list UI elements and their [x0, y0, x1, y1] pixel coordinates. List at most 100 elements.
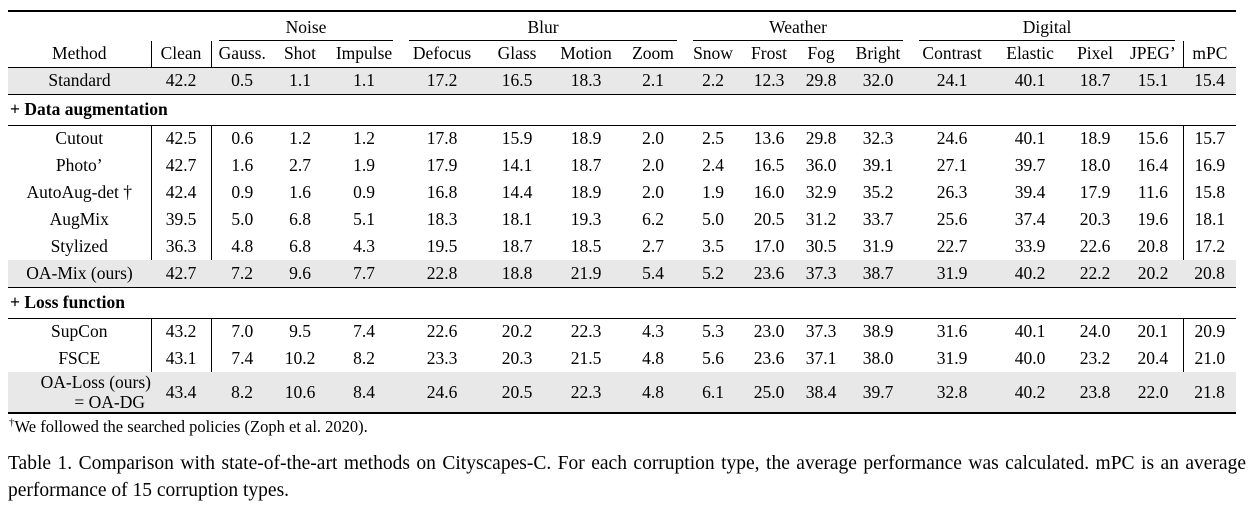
- value-cell-elastic: 40.0: [1014, 348, 1046, 368]
- column-header-elastic: Elastic: [993, 41, 1068, 68]
- section-header-row-data-augmentation: + Data augmentation: [8, 94, 1237, 126]
- value-cell-elastic: 39.7: [1014, 155, 1046, 175]
- value-cell-pixel: 17.9: [1079, 182, 1111, 202]
- value-cell-fog: 37.3: [797, 260, 846, 288]
- value-cell-glass: 16.5: [483, 67, 552, 95]
- column-header-row: Method Clean Gauss. Shot Impulse Defocus Glass…: [8, 41, 1237, 68]
- method-cell: AugMix: [8, 206, 152, 233]
- value-cell-clean: 42.7: [151, 260, 211, 288]
- table-row-standard: Standard 42.2 0.5 1.1 1.1 17.2 16.5 18.3 2.1 2.2 1…: [8, 67, 1237, 95]
- value-cell-clean: 42.2: [151, 67, 211, 95]
- method-cell: AutoAug-det †: [8, 179, 152, 206]
- table-row-fsce: FSCE 43.1 7.4 10.2 8.2 23.3 20.3 21.5 4.8 5.6 23.6…: [8, 345, 1237, 372]
- value-cell-defocus: 17.9: [426, 155, 458, 175]
- value-cell-snow: 2.4: [702, 155, 724, 175]
- value-cell-shot: 1.6: [289, 182, 311, 202]
- value-cell-bright: 33.7: [862, 209, 894, 229]
- value-cell-impulse: 8.2: [353, 348, 375, 368]
- column-group-header-row: Noise Blur Weather Digital: [8, 11, 1236, 41]
- value-cell-jpeg: 20.4: [1137, 348, 1169, 368]
- value-cell-motion: 18.9: [570, 182, 602, 202]
- table-row-oa-mix-ours: OA-Mix (ours) 42.7 7.2 9.6 7.7 22.8 18.8 21.9 5.…: [8, 260, 1237, 288]
- value-cell-glass: 20.3: [501, 348, 533, 368]
- value-cell-mpc: 17.2: [1182, 233, 1237, 260]
- value-cell-shot: 6.8: [289, 209, 311, 229]
- value-cell-glass: 14.1: [501, 155, 533, 175]
- value-cell-frost: 13.6: [753, 128, 785, 149]
- table-footnote: †We followed the searched policies (Zoph…: [8, 417, 1245, 437]
- value-cell-fog: 31.2: [805, 209, 837, 229]
- value-cell-pixel: 22.6: [1079, 236, 1111, 256]
- value-cell-shot: 6.8: [289, 236, 311, 256]
- column-group-weather: Weather: [685, 11, 911, 41]
- value-cell-bright: 35.2: [862, 182, 894, 202]
- column-group-spacer: [1183, 11, 1236, 41]
- value-cell-frost: 16.0: [753, 182, 785, 202]
- value-cell-clean: 42.7: [151, 152, 212, 179]
- value-cell-zoom: 4.8: [621, 372, 686, 415]
- table-head: Noise Blur Weather Digital Method Clean Gauss.…: [8, 11, 1237, 68]
- value-cell-zoom: 6.2: [642, 209, 664, 229]
- method-cell: FSCE: [8, 345, 152, 372]
- value-cell-clean: 39.5: [151, 206, 212, 233]
- value-cell-defocus: 16.8: [426, 182, 458, 202]
- value-cell-glass: 18.8: [483, 260, 552, 288]
- value-cell-gauss: 8.2: [211, 372, 273, 415]
- value-cell-snow: 3.5: [702, 236, 724, 256]
- column-header-bright: Bright: [845, 41, 912, 68]
- value-cell-shot: 9.6: [273, 260, 327, 288]
- value-cell-shot: 10.2: [284, 348, 316, 368]
- value-cell-fog: 37.1: [805, 348, 837, 368]
- method-cell: Stylized: [8, 233, 152, 260]
- column-header-gauss: Gauss.: [211, 41, 273, 68]
- value-cell-clean: 43.2: [151, 318, 212, 345]
- value-cell-mpc: 21.0: [1182, 345, 1237, 372]
- column-group-blur: Blur: [401, 11, 685, 41]
- value-cell-zoom: 4.3: [642, 321, 664, 342]
- value-cell-zoom: 2.7: [642, 236, 664, 256]
- value-cell-zoom: 2.0: [642, 128, 664, 149]
- value-cell-fog: 37.3: [805, 321, 837, 342]
- method-cell: OA-Loss (ours) = OA-DG: [8, 372, 151, 415]
- value-cell-shot: 1.1: [273, 67, 327, 95]
- value-cell-frost: 23.0: [753, 321, 785, 342]
- value-cell-gauss: 0.6: [231, 128, 254, 149]
- value-cell-mpc: 15.8: [1182, 179, 1237, 206]
- value-cell-motion: 19.3: [570, 209, 602, 229]
- column-group-spacer: [8, 11, 211, 41]
- method-label-line2: = OA-DG: [74, 392, 145, 413]
- value-cell-elastic: 37.4: [1014, 209, 1046, 229]
- value-cell-zoom: 4.8: [642, 348, 664, 368]
- value-cell-motion: 21.5: [570, 348, 602, 368]
- table-row-supcon: SupCon 43.2 7.0 9.5 7.4 22.6 20.2 22.3 4.3 5.3 23.…: [8, 318, 1237, 345]
- value-cell-glass: 18.7: [501, 236, 533, 256]
- column-header-impulse: Impulse: [327, 41, 402, 68]
- method-cell: Cutout: [8, 125, 152, 152]
- column-header-method: Method: [8, 41, 152, 68]
- value-cell-glass: 20.5: [483, 372, 552, 415]
- value-cell-bright: 39.1: [862, 155, 894, 175]
- value-cell-clean: 36.3: [151, 233, 212, 260]
- value-cell-gauss: 1.6: [231, 155, 254, 175]
- value-cell-jpeg: 16.4: [1137, 155, 1169, 175]
- value-cell-zoom: 2.0: [642, 155, 664, 175]
- value-cell-jpeg: 20.2: [1123, 260, 1184, 288]
- column-header-mpc: mPC: [1182, 41, 1237, 68]
- column-group-digital: Digital: [911, 11, 1183, 41]
- value-cell-glass: 18.1: [501, 209, 533, 229]
- method-cell: OA-Mix (ours): [8, 260, 151, 288]
- value-cell-bright: 38.7: [845, 260, 912, 288]
- section-header-label: + Loss function: [8, 287, 1237, 319]
- value-cell-impulse: 1.9: [353, 155, 375, 175]
- value-cell-defocus: 23.3: [426, 348, 458, 368]
- section-header-row-loss-function: + Loss function: [8, 287, 1237, 319]
- value-cell-elastic: 40.1: [1014, 321, 1046, 342]
- value-cell-pixel: 23.8: [1067, 372, 1124, 415]
- column-header-frost: Frost: [741, 41, 798, 68]
- value-cell-fog: 38.4: [797, 372, 846, 415]
- value-cell-pixel: 18.7: [1067, 67, 1124, 95]
- value-cell-defocus: 17.2: [401, 67, 484, 95]
- value-cell-elastic: 40.1: [1014, 128, 1046, 149]
- column-header-snow: Snow: [685, 41, 742, 68]
- column-header-shot: Shot: [273, 41, 327, 68]
